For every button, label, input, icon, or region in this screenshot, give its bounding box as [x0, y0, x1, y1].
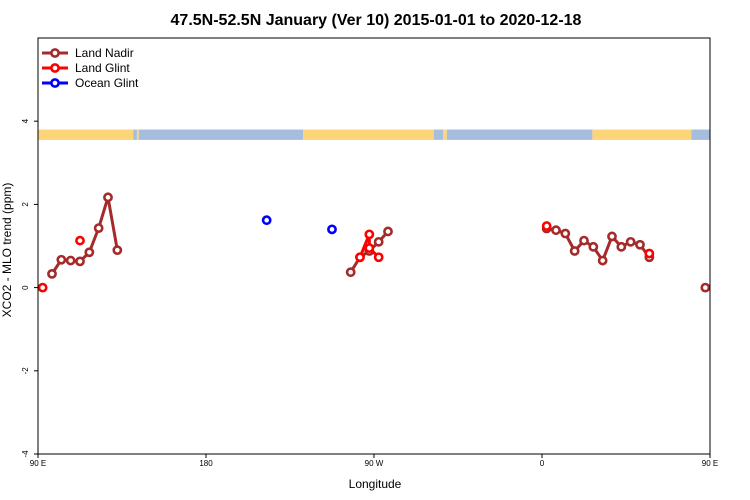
- y-axis: -4 -2 0 2 4: [21, 118, 38, 458]
- legend-label: Land Nadir: [75, 46, 134, 60]
- data-point: [373, 236, 384, 247]
- land-band-segment: [592, 129, 692, 140]
- data-point: [625, 236, 636, 247]
- ocean-band-segment: [138, 129, 304, 140]
- x-axis: 90 E 180 90 W 0 90 E: [30, 454, 718, 468]
- x-tick-label: 90 E: [30, 459, 46, 468]
- data-point: [75, 235, 85, 246]
- data-point: [84, 247, 95, 258]
- data-point: [644, 248, 655, 259]
- series-layer: [38, 192, 746, 293]
- series-land-glint: [38, 221, 710, 293]
- data-point: [560, 228, 571, 239]
- ocean-band-segment: [691, 129, 710, 140]
- series-line: [358, 232, 380, 259]
- ocean-band-segment: [433, 129, 444, 140]
- data-point: [38, 282, 48, 293]
- land-band-segment: [443, 129, 447, 140]
- data-point: [364, 243, 375, 253]
- y-tick-label: 2: [21, 202, 30, 207]
- y-tick-label: 0: [21, 285, 30, 290]
- data-point: [383, 226, 393, 237]
- data-point: [709, 286, 710, 290]
- ocean-band-segment: [133, 129, 137, 140]
- data-point: [93, 223, 104, 234]
- legend-marker: [50, 48, 60, 58]
- x-tick-label: 0: [540, 459, 545, 468]
- x-tick-label: 180: [199, 459, 213, 468]
- data-point: [261, 215, 272, 226]
- data-point: [569, 246, 580, 256]
- series-land-nadir: [47, 192, 746, 293]
- legend-marker: [50, 78, 60, 88]
- land-band-segment: [38, 129, 134, 140]
- data-point: [65, 255, 76, 266]
- x-axis-label: Longitude: [349, 477, 402, 491]
- ocean-band-segment: [446, 129, 593, 140]
- y-tick-label: -4: [21, 450, 30, 458]
- data-point: [103, 192, 113, 203]
- data-point: [364, 229, 375, 240]
- data-point: [47, 268, 57, 279]
- data-point: [588, 241, 599, 252]
- legend-label: Land Glint: [75, 61, 130, 75]
- data-point: [75, 256, 85, 267]
- data-point: [709, 286, 710, 290]
- y-axis-label: XCO2 - MLO trend (ppm): [0, 183, 14, 318]
- data-point: [56, 254, 67, 265]
- data-point: [607, 231, 617, 242]
- data-point: [720, 270, 727, 277]
- chart-title: 47.5N-52.5N January (Ver 10) 2015-01-01 …: [171, 12, 582, 29]
- series-line: [705, 286, 710, 290]
- legend-label: Ocean Glint: [75, 76, 139, 90]
- data-point: [635, 239, 645, 250]
- data-point: [327, 224, 337, 235]
- x-tick-label: 90 W: [365, 459, 384, 468]
- legend-item: Ocean Glint: [42, 76, 139, 90]
- data-point: [700, 282, 710, 293]
- y-tick-label: -2: [21, 367, 30, 375]
- data-point: [355, 252, 365, 263]
- data-point: [551, 225, 561, 236]
- land-band-segment: [136, 129, 139, 140]
- data-point: [373, 252, 384, 263]
- legend-item: Land Glint: [42, 61, 130, 75]
- land-ocean-band: [38, 129, 710, 140]
- data-point: [616, 241, 627, 252]
- data-point: [112, 245, 123, 256]
- data-point: [345, 267, 356, 278]
- data-point: [730, 256, 737, 263]
- y-tick-label: 4: [21, 118, 30, 123]
- legend-item: Land Nadir: [42, 46, 134, 60]
- x-tick-label: 90 E: [702, 459, 718, 468]
- legend-marker: [50, 63, 60, 73]
- land-band-segment: [303, 129, 434, 140]
- series-ocean-glint: [261, 215, 337, 235]
- data-point: [541, 221, 552, 231]
- data-point: [579, 235, 589, 246]
- data-point: [597, 255, 608, 266]
- data-point: [739, 257, 746, 264]
